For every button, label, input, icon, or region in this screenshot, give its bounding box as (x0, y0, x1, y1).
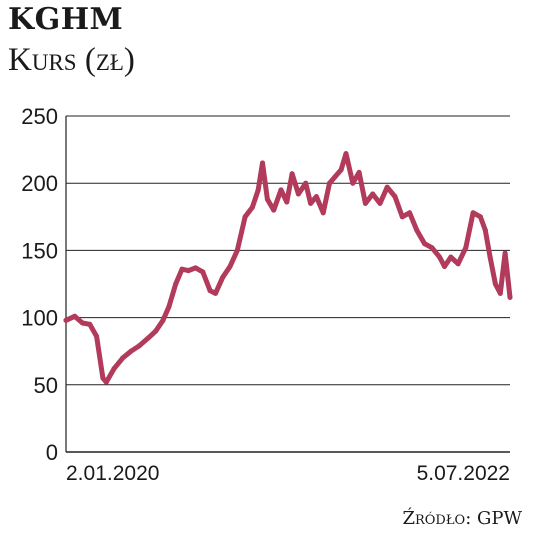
data-point (295, 191, 301, 197)
data-point (128, 348, 134, 354)
data-point (356, 169, 362, 175)
y-axis-ticks: 0 50 100 150 200 250 (21, 104, 58, 465)
data-point (437, 254, 443, 260)
y-tick-label: 0 (46, 440, 58, 465)
x-tick-label: 5.07.2022 (417, 462, 510, 485)
data-point (370, 191, 376, 197)
data-point (185, 268, 191, 274)
data-point (448, 254, 454, 260)
data-point (278, 187, 284, 193)
data-point (146, 335, 151, 341)
data-point (502, 250, 508, 256)
data-point (362, 200, 368, 206)
data-point (414, 227, 420, 233)
data-point (179, 266, 185, 272)
data-point (320, 210, 326, 216)
y-tick-label: 200 (21, 171, 58, 196)
data-point (332, 174, 338, 179)
data-point (507, 294, 513, 300)
data-point (249, 204, 255, 210)
data-point (442, 264, 447, 269)
y-tick-label: 100 (21, 306, 58, 331)
data-point (455, 261, 461, 267)
y-tick-label: 50 (34, 373, 58, 398)
data-point (111, 366, 117, 372)
data-point (100, 375, 106, 381)
chart-subtitle: Kurs (zł) (8, 42, 135, 78)
data-point (80, 320, 85, 326)
data-point (487, 254, 493, 260)
data-point (94, 333, 100, 339)
data-point (260, 160, 265, 166)
data-point (338, 167, 344, 173)
chart-title: KGHM (8, 2, 124, 37)
data-point (173, 281, 179, 287)
data-point (399, 214, 405, 220)
data-point (207, 288, 213, 294)
data-point (153, 328, 159, 334)
y-tick-label: 250 (21, 104, 58, 129)
data-point (470, 210, 476, 216)
grid-lines (65, 115, 510, 453)
y-tick-label: 150 (21, 238, 58, 263)
data-point (271, 207, 277, 213)
data-point (284, 199, 290, 205)
data-point (63, 317, 69, 323)
data-point (255, 187, 261, 193)
data-point (87, 321, 93, 327)
data-point (463, 245, 469, 251)
data-point (200, 269, 206, 275)
data-point (407, 210, 413, 216)
data-point (103, 379, 109, 385)
data-point (72, 313, 78, 319)
data-point (166, 304, 172, 310)
data-point (384, 184, 390, 190)
data-point (120, 355, 126, 361)
x-axis-ticks: 2.01.2020 5.07.2022 (66, 462, 510, 485)
data-point (313, 194, 319, 200)
data-point (136, 343, 142, 349)
data-point (327, 180, 332, 186)
data-point (234, 247, 240, 253)
data-point (482, 227, 488, 233)
data-point (492, 281, 498, 287)
data-point (213, 290, 218, 296)
data-point (392, 194, 398, 200)
data-point (160, 317, 166, 323)
data-point (227, 264, 233, 269)
source-note: Źródło: GPW (402, 508, 522, 529)
data-point (477, 214, 483, 220)
data-point (193, 265, 199, 271)
data-point (343, 151, 349, 157)
data-point (422, 241, 428, 247)
data-point (377, 200, 383, 206)
x-tick-label: 2.01.2020 (66, 462, 159, 485)
series-layer (63, 151, 513, 385)
data-point (303, 180, 309, 186)
data-point (505, 277, 511, 283)
data-point (289, 171, 295, 177)
data-point (497, 290, 503, 296)
data-point (220, 274, 226, 280)
data-point (308, 200, 314, 206)
data-point (242, 214, 248, 220)
data-point (429, 245, 435, 251)
data-point (350, 180, 356, 186)
data-point (264, 196, 270, 202)
